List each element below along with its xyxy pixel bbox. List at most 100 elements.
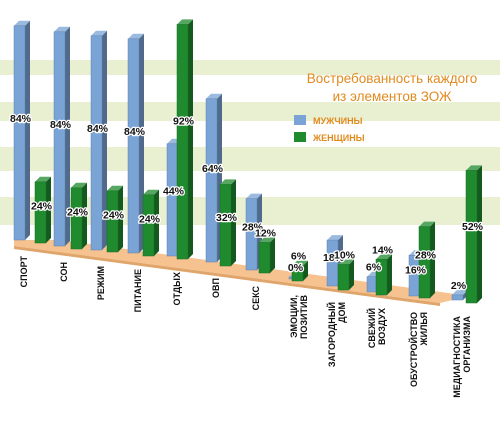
bar-women [219,184,232,267]
bar-top [327,235,343,241]
floor-edge [14,246,440,306]
value-label-men: 0% [288,262,304,274]
category-label-line: ЗАГОРОДНЫЙ [326,302,337,367]
bar-side [387,254,392,295]
bar-men [451,294,464,301]
value-label-women: 14% [372,244,394,256]
bar-top [143,189,159,195]
category-label-line: ОБУСТРОЙСТВО [408,312,419,387]
legend-swatch-men [294,115,306,125]
category-label-line: ПИТАНИЕ [133,269,143,312]
value-label-men: 2% [451,280,467,292]
bar-top [14,20,30,26]
bar-side [25,20,30,240]
category-label: СОН [59,262,69,282]
category-label: ЭМОЦИИ, ПОЗИТИВ [289,295,309,340]
bar-side [188,19,193,260]
category-labels-group: СПОРТ СОН РЕЖИМ ПИТАНИЕ ОТДЫХ ОВП СЕКС ЭМОЦИИ, П… [19,256,472,398]
legend-label-men: МУЖЧИНЫ [313,116,363,126]
bar-women [375,259,388,296]
value-label-women: 12% [255,227,277,239]
bar-men [13,25,26,241]
value-label-men: 84% [50,119,72,131]
bar-top [128,33,144,39]
category-label: ОБУСТРОЙСТВО ЖИЛЬЯ [408,312,429,387]
category-label-line: СОН [59,262,69,282]
bar-side [65,26,70,246]
value-label-women: 32% [216,212,238,224]
bar-top [292,260,308,266]
bar-top [107,185,123,191]
category-label: СВЕЖИЙ ВОЗДУХ [366,308,387,348]
category-label: РЕЖИМ [96,266,106,300]
bar-women [258,242,271,274]
value-label-men: 18% [323,252,345,264]
bar-top [466,165,482,171]
bar-women [106,190,119,253]
value-label-men: 84% [124,126,146,138]
legend: Востребованность каждого из элементов ЗО… [294,71,477,143]
grid-band [0,102,500,121]
category-label-line: СЕКС [251,286,261,311]
bar-top [220,179,236,185]
bar-side [231,179,236,266]
category-label-line: РЕЖИМ [96,266,106,300]
bar-side [430,221,435,298]
value-label-women: 24% [103,209,125,221]
bar-men [245,198,258,271]
value-label-men: 28% [242,222,264,234]
value-label-women: 92% [173,115,195,127]
legend-label-women: ЖЕНЩИНЫ [312,133,365,143]
category-label: ПИТАНИЕ [133,269,143,312]
bar-side [303,260,308,281]
bar-men [166,143,179,257]
category-label-line: ЖИЛЬЯ [419,312,429,347]
category-label-line: ДОМ [337,302,347,323]
category-label: СЕКС [251,286,261,311]
bar-top [91,30,107,36]
category-label-line: МЕДИАГНОСТИКА [452,316,462,398]
bar-top [259,237,275,243]
value-label-men: 84% [87,123,109,135]
bar-women [176,24,189,260]
bar-top [206,93,222,99]
bar-top [338,259,354,265]
value-label-men: 44% [163,185,185,197]
bar-men [90,35,103,251]
bar-top [71,182,87,188]
value-labels-group: 84%24%84%24%84%24%84%24%44%92%64%32%28%1… [9,112,485,293]
value-label-men: 16% [405,265,427,277]
bar-women [34,181,47,244]
value-label-women: 24% [31,200,53,212]
category-label-line: ПОЗИТИВ [299,295,309,340]
category-label-line: СВЕЖИЙ [366,308,377,348]
value-label-men: 64% [202,163,224,175]
value-label-women: 6% [291,251,307,263]
bar-top [376,254,392,260]
bar-side [102,30,107,250]
category-label: МЕДИАГНОСТИКА ОРГАНИЗМА [452,316,472,398]
bar-side [349,259,354,290]
bar-side [270,237,275,273]
floor-top [14,240,470,303]
grid-band [0,60,500,75]
bar-side [46,176,51,243]
category-label-line: ОРГАНИЗМА [462,316,472,373]
category-label: ЗАГОРОДНЫЙ ДОМ [326,302,347,367]
bar-men [326,239,339,287]
value-label-women: 24% [67,206,89,218]
bar-women [337,264,350,291]
bar-side [82,182,87,249]
chart-title-line-2: из элементов ЗОЖ [333,89,452,104]
chart-title-line-1: Востребованность каждого [307,71,477,86]
value-label-men: 6% [366,262,382,274]
bar-women [291,265,304,282]
category-label: ОТДЫХ [172,272,182,306]
bar-side [118,185,123,252]
bar-women [418,226,431,299]
category-label-line: ЭМОЦИИ, [289,295,299,338]
value-label-women: 24% [139,213,161,225]
bar-men [127,38,140,254]
bar-top [54,26,70,32]
